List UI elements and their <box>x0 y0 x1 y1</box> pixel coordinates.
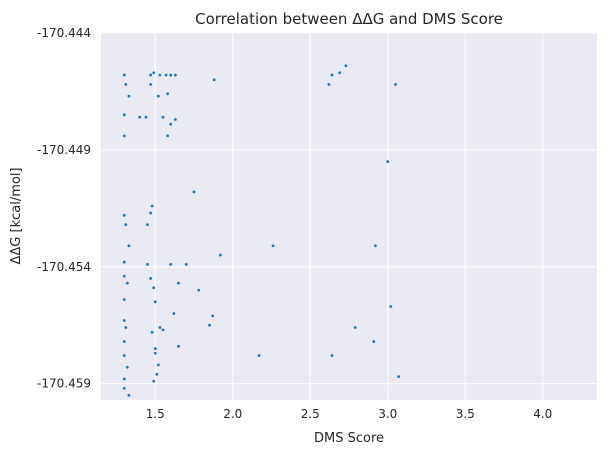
x-tick-labels: 1.5 2.0 2.5 3.0 3.5 4.0 <box>146 407 553 421</box>
data-point <box>127 94 131 98</box>
data-point <box>122 213 126 217</box>
data-point <box>389 305 393 308</box>
data-point <box>174 73 177 77</box>
data-point <box>394 83 397 86</box>
data-point <box>169 263 173 266</box>
data-point <box>149 277 153 280</box>
x-axis-label: DMS Score <box>314 431 384 446</box>
data-point <box>386 160 390 163</box>
data-point <box>149 211 153 215</box>
chart-title: Correlation between ΔΔG and DMS Score <box>195 10 503 28</box>
data-point <box>122 386 126 390</box>
data-point <box>327 83 331 86</box>
data-point <box>125 365 129 369</box>
x-tick-label: 3.0 <box>378 407 397 421</box>
data-point <box>155 372 159 376</box>
x-tick-label: 4.0 <box>533 407 552 421</box>
data-point <box>397 375 400 379</box>
data-point <box>146 263 149 266</box>
x-tick-label: 1.5 <box>146 407 165 421</box>
data-point <box>166 92 170 96</box>
data-point <box>152 286 156 290</box>
y-tick-label: -170.459 <box>37 377 91 391</box>
data-point <box>144 115 148 119</box>
x-tick-label: 2.5 <box>301 407 320 421</box>
data-point <box>169 73 173 77</box>
data-point <box>192 190 196 194</box>
data-point <box>161 115 165 119</box>
y-axis-label: ΔΔG [kcal/mol] <box>9 168 24 265</box>
data-point <box>124 83 128 86</box>
data-point <box>153 347 157 350</box>
data-point <box>174 118 177 121</box>
data-point <box>330 73 334 77</box>
data-point <box>122 298 126 301</box>
y-tick-labels: -170.444 -170.449 -170.454 -170.459 <box>37 26 91 391</box>
data-point <box>146 223 149 227</box>
data-point <box>161 328 165 332</box>
data-point <box>373 244 377 248</box>
data-point <box>372 340 376 343</box>
data-point <box>122 377 126 381</box>
data-point <box>122 73 126 77</box>
data-point <box>164 73 168 77</box>
data-point <box>156 363 160 367</box>
data-point <box>344 64 348 68</box>
data-point <box>338 71 342 75</box>
data-point <box>149 73 153 77</box>
data-point <box>177 281 180 285</box>
data-point <box>353 326 357 329</box>
data-point <box>208 323 211 327</box>
data-point <box>122 319 126 322</box>
data-point <box>122 134 126 138</box>
x-tick-label: 3.5 <box>456 407 475 421</box>
data-point <box>127 244 131 248</box>
data-point <box>330 354 334 357</box>
grid-lines <box>101 32 597 400</box>
data-point <box>122 274 126 278</box>
data-points <box>122 64 400 397</box>
data-point <box>177 344 180 348</box>
data-point <box>211 314 215 318</box>
data-point <box>152 379 156 383</box>
data-point <box>152 71 156 75</box>
data-point <box>271 244 275 248</box>
y-tick-label: -170.444 <box>37 26 91 40</box>
data-point <box>124 223 128 227</box>
data-point <box>212 78 216 82</box>
y-tick-label: -170.454 <box>37 260 91 274</box>
data-point <box>122 340 126 343</box>
data-point <box>150 204 154 208</box>
data-point <box>172 312 176 315</box>
data-point <box>184 263 188 266</box>
data-point <box>127 393 131 397</box>
data-point <box>122 354 126 357</box>
data-point <box>122 113 126 117</box>
data-point <box>138 115 142 119</box>
y-tick-label: -170.449 <box>37 143 91 157</box>
data-point <box>150 330 154 334</box>
data-point <box>257 354 261 357</box>
data-point <box>218 253 222 257</box>
data-point <box>149 83 153 86</box>
plot-area <box>101 33 597 400</box>
data-point <box>166 134 170 138</box>
data-point <box>169 122 173 126</box>
data-point <box>158 73 162 77</box>
data-point <box>153 300 157 304</box>
data-point <box>153 351 157 355</box>
data-point <box>156 94 160 98</box>
data-point <box>124 326 128 329</box>
x-tick-label: 2.0 <box>223 407 242 421</box>
data-point <box>197 288 201 292</box>
data-point <box>158 326 162 329</box>
data-point <box>125 281 129 285</box>
data-point <box>122 260 126 264</box>
